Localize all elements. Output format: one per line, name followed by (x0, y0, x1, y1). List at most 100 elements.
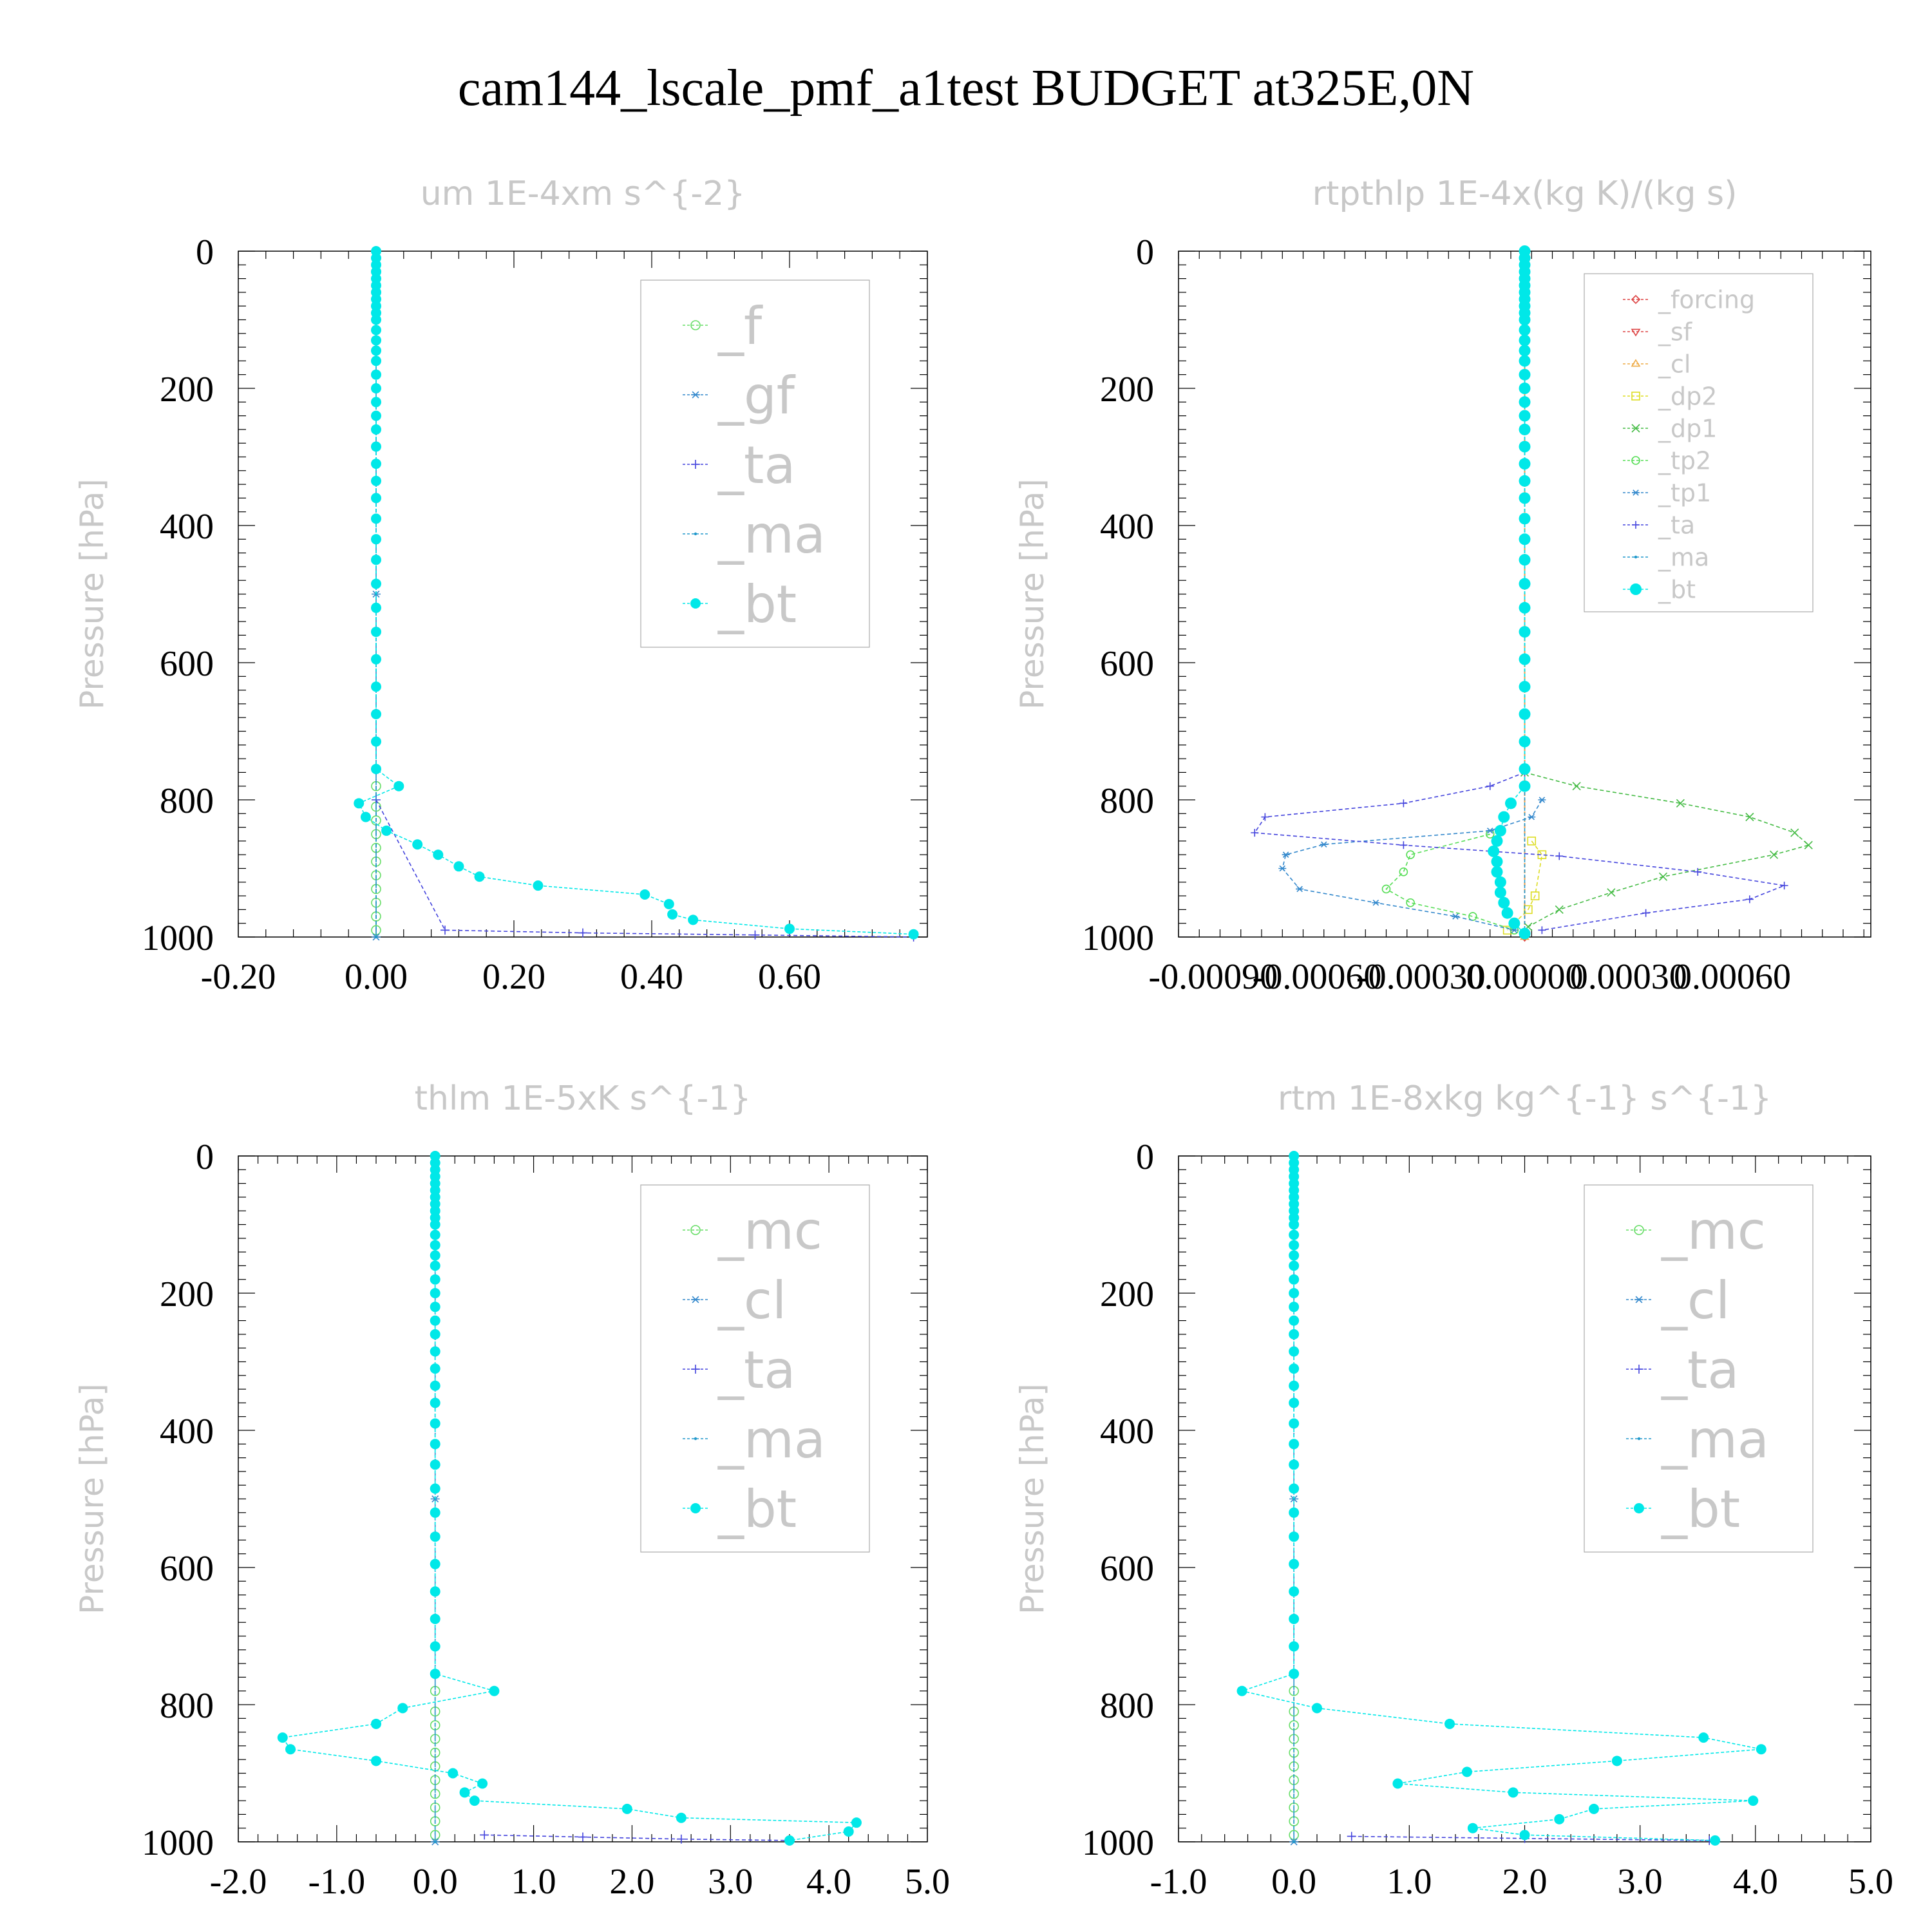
series-bt-marker (371, 335, 381, 346)
series-bt-marker (1289, 1250, 1300, 1261)
x-tick-label: 0.00 (345, 957, 408, 997)
series-tp2-marker (1468, 912, 1477, 921)
y-tick-label: 200 (160, 1274, 214, 1314)
series-dp2-marker (1524, 905, 1533, 914)
x-tick-label: -0.00060 (1253, 957, 1382, 997)
legend-ma-marker (1634, 555, 1638, 559)
legend-f-marker (690, 320, 701, 330)
legend-box (1584, 273, 1814, 612)
series-ta-marker (1745, 895, 1754, 904)
series-bt-marker (1501, 907, 1513, 919)
series-bt-marker (1289, 1397, 1300, 1408)
series-bt-marker (1519, 626, 1531, 638)
y-axis-label: Pressure [hPa] (1014, 478, 1051, 710)
series-bt-marker (1519, 324, 1531, 336)
series-tp1-marker (1282, 851, 1290, 858)
legend-label: _cl (1661, 1271, 1730, 1331)
series-bt-marker (430, 1302, 440, 1312)
series-bt-marker (1519, 708, 1531, 720)
series-bt-marker (430, 1219, 440, 1230)
series-bt-marker (1710, 1835, 1721, 1846)
series-dp1-marker (1555, 905, 1564, 914)
series-bt-marker (1236, 1685, 1247, 1696)
series-bt-marker (430, 1274, 440, 1285)
series-bt-marker (639, 889, 650, 900)
series-bt-marker (371, 736, 381, 747)
series-bt-marker (1491, 866, 1503, 878)
series-bt-marker (784, 923, 795, 934)
x-tick-label: 0.40 (620, 957, 683, 997)
series-bt-marker (371, 654, 381, 665)
series-bt-marker (1467, 1823, 1478, 1833)
legend-label: _cl (717, 1271, 786, 1331)
series-bt-marker (1611, 1756, 1622, 1766)
series-bt-marker (430, 1240, 440, 1251)
y-tick-label: 0 (1136, 1137, 1154, 1177)
x-tick-label: -0.00090 (1148, 957, 1278, 997)
series-tp2-line (1385, 833, 1515, 931)
series-bt-marker (1519, 735, 1531, 748)
series-bt-marker (371, 554, 381, 565)
series-bt-marker (1392, 1778, 1403, 1789)
series-tp1-marker (1296, 886, 1304, 893)
series-bt-marker (1289, 1329, 1300, 1340)
y-tick-label: 400 (160, 1412, 214, 1452)
series-ta (1251, 768, 1788, 934)
series-bt-marker (1519, 423, 1531, 435)
x-tick-label: 2.0 (1502, 1862, 1548, 1902)
y-tick-label: 600 (160, 644, 214, 684)
series-bt-marker (1289, 1315, 1300, 1326)
series-ta-marker (1694, 867, 1702, 876)
legend-dp1-marker (1631, 424, 1640, 433)
series-bt-marker (1748, 1795, 1759, 1806)
legend-box (640, 279, 870, 648)
series-bt-marker (1519, 681, 1531, 693)
y-tick-label: 1000 (1082, 1823, 1154, 1863)
series-bt-marker (371, 1756, 381, 1766)
legend-label: _bt (1661, 1479, 1740, 1539)
panel-title: rtm 1E-8xkg kg^{-1} s^{-1} (1278, 1079, 1772, 1118)
y-tick-label: 800 (1100, 1686, 1154, 1726)
y-tick-label: 400 (160, 507, 214, 547)
x-tick-label: 0.20 (482, 957, 545, 997)
series-bt-marker (843, 1826, 854, 1837)
series-bt (277, 1151, 862, 1846)
legend-label: _ma (717, 505, 826, 565)
x-tick-label: 5.0 (1848, 1862, 1893, 1902)
series-bt-marker (1289, 1507, 1300, 1518)
series-bt-marker (1289, 1558, 1300, 1569)
series-ma-marker (1292, 1840, 1296, 1844)
legend-bt-marker (690, 598, 701, 609)
legend-bt-marker (690, 1503, 701, 1513)
x-tick-label: 5.0 (905, 1862, 950, 1902)
series-dp1-marker (1676, 799, 1685, 808)
x-tick-label: 3.0 (1618, 1862, 1663, 1902)
legend-mc-marker (1634, 1225, 1644, 1235)
x-tick-label: 4.0 (1733, 1862, 1778, 1902)
x-tick-label: -2.0 (210, 1862, 267, 1902)
legend-label: _ta (1661, 1340, 1739, 1400)
series-bt-marker (371, 424, 381, 435)
legend-label: _gf (717, 366, 796, 426)
series-bt-marker (1519, 554, 1531, 566)
series-bt-marker (1289, 1613, 1300, 1624)
series-bt-marker (277, 1732, 288, 1743)
x-tick-label: 0.00000 (1466, 957, 1584, 997)
series-tp2-marker (1406, 898, 1415, 907)
legend-dp2-marker (1631, 392, 1640, 401)
series-bt-marker (1289, 1302, 1300, 1312)
series-bt-marker (371, 627, 381, 638)
series-bt-marker (371, 355, 381, 366)
y-tick-label: 400 (1100, 1412, 1154, 1452)
legend-cl-marker (1631, 359, 1641, 367)
series-bt-marker (489, 1685, 500, 1696)
legend-ta-marker (1634, 1365, 1643, 1374)
series-tp2-marker (1399, 867, 1408, 876)
legend-bt-marker (1634, 1503, 1644, 1513)
series-bt-marker (1589, 1803, 1599, 1814)
series-bt-marker (1519, 383, 1531, 394)
legend-label: _dp1 (1658, 415, 1717, 443)
series-bt-marker (1519, 533, 1531, 545)
series-ma-marker (433, 1840, 437, 1844)
series-bt-marker (430, 1329, 440, 1340)
